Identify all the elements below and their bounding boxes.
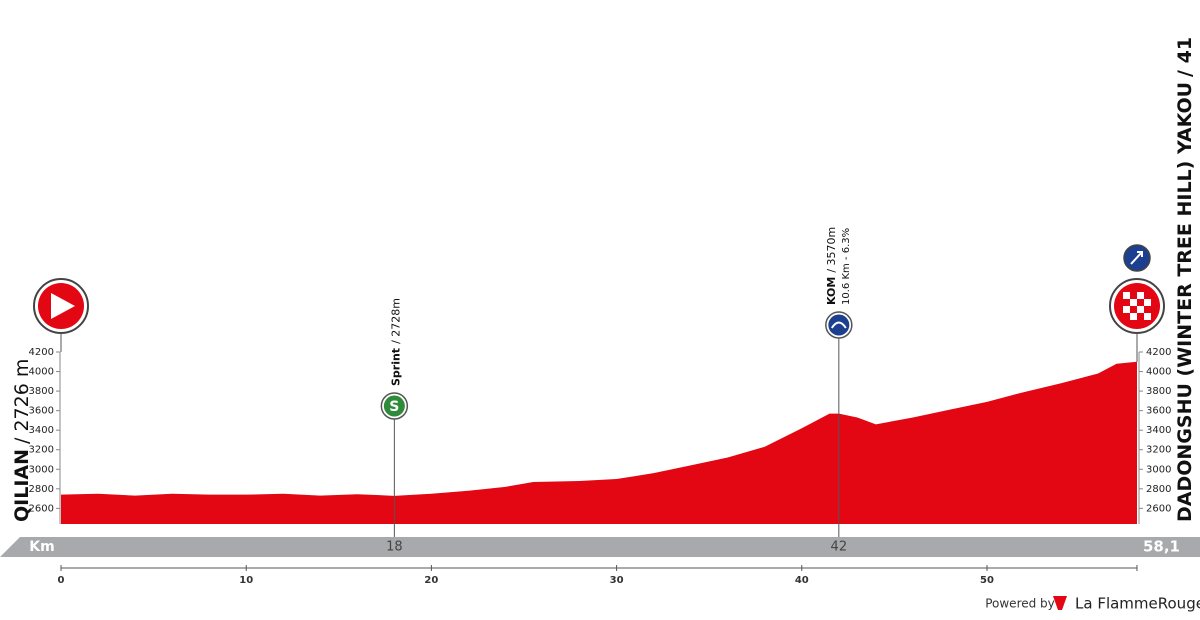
marker-note: 10.6 Km - 6.3%	[841, 228, 852, 305]
finish-name: DADONGSHU (WINTER TREE HILL) YAKOU	[1174, 82, 1196, 522]
checker	[1123, 299, 1130, 306]
icon-disc	[828, 314, 850, 336]
checker	[1144, 292, 1151, 299]
km-bar	[0, 537, 1200, 557]
y-tick-label: 3200	[29, 445, 54, 456]
x-tick-label: 40	[795, 575, 809, 586]
checker	[1130, 306, 1137, 313]
y-tick-label-right: 4200	[1146, 347, 1171, 358]
x-tick-label: 0	[58, 575, 65, 586]
start-detail: / 2726 m	[11, 359, 33, 444]
y-tick-label: 3600	[29, 406, 54, 417]
checker	[1137, 306, 1144, 313]
y-tick-label-right: 4000	[1146, 367, 1171, 378]
y-tick-label-right: 3600	[1146, 406, 1171, 417]
x-tick-label: 10	[239, 575, 253, 586]
marker-name: Sprint	[389, 348, 402, 386]
y-tick-label: 3000	[29, 464, 54, 475]
x-tick-label: 50	[980, 575, 994, 586]
y-tick-label-right: 2600	[1146, 503, 1171, 514]
checker	[1137, 299, 1144, 306]
start-name: QILIAN	[11, 449, 33, 522]
marker-detail: / 3570m	[825, 227, 838, 273]
marker-label: KOM / 3570m	[825, 227, 838, 305]
x-tick-label: 20	[424, 575, 438, 586]
y-tick-label: 2600	[29, 503, 54, 514]
y-tick-label: 4200	[29, 347, 54, 358]
marker-label: Sprint / 2728m	[389, 298, 402, 386]
y-tick-label-right: 3200	[1146, 445, 1171, 456]
checker	[1130, 313, 1137, 320]
start-label: QILIAN / 2726 m	[11, 359, 33, 522]
marker-name: KOM	[825, 277, 838, 305]
y-tick-label: 3800	[29, 386, 54, 397]
checker	[1137, 292, 1144, 299]
checker	[1144, 306, 1151, 313]
icon-letter: S	[389, 399, 399, 415]
marker-detail: / 2728m	[389, 298, 402, 344]
finish-label: DADONGSHU (WINTER TREE HILL) YAKOU / 41	[1174, 37, 1196, 522]
y-tick-label-right: 3800	[1146, 386, 1171, 397]
brand-logo	[1053, 596, 1067, 610]
brand: La FlammeRouge	[1075, 595, 1200, 613]
finish-detail: / 41	[1174, 37, 1196, 77]
icon-shape	[830, 321, 847, 329]
marker-km: 42	[831, 540, 848, 555]
x-tick-label: 30	[610, 575, 624, 586]
checker	[1144, 299, 1151, 306]
y-tick-label: 3400	[29, 425, 54, 436]
km-label: Km	[29, 539, 54, 555]
start-arrow	[51, 293, 75, 319]
checker	[1130, 292, 1137, 299]
marker-icon: S	[380, 392, 409, 420]
climb-arrow	[1130, 251, 1143, 265]
checker	[1130, 299, 1137, 306]
marker-icon	[825, 311, 853, 339]
icon-disc	[383, 395, 405, 417]
marker-km: 18	[386, 540, 403, 555]
elevation-area	[61, 361, 1137, 524]
y-tick-label: 2800	[29, 484, 54, 495]
y-tick-label-right: 3400	[1146, 425, 1171, 436]
powered-by: Powered by	[985, 597, 1055, 611]
y-tick-label-right: 3000	[1146, 464, 1171, 475]
checker	[1123, 306, 1130, 313]
checker	[1123, 292, 1130, 299]
y-tick-label-right: 2800	[1146, 484, 1171, 495]
checker	[1137, 313, 1144, 320]
checker	[1144, 313, 1151, 320]
y-tick-label: 4000	[29, 367, 54, 378]
checker	[1123, 313, 1130, 320]
finish-km: 58,1	[1143, 538, 1180, 556]
